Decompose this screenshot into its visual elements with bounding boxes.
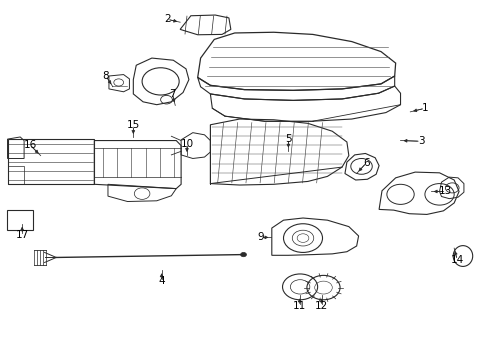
Text: 1: 1 [421, 103, 427, 113]
Text: 15: 15 [126, 121, 140, 130]
Text: 7: 7 [169, 89, 175, 99]
Text: 5: 5 [285, 134, 291, 144]
Text: 13: 13 [438, 186, 451, 197]
Text: 3: 3 [417, 136, 424, 146]
Text: 17: 17 [16, 230, 29, 239]
Text: 11: 11 [292, 301, 305, 311]
Text: 6: 6 [363, 158, 369, 168]
Text: 8: 8 [102, 71, 109, 81]
Circle shape [240, 252, 246, 257]
Text: 14: 14 [449, 255, 463, 265]
Text: 10: 10 [180, 139, 193, 149]
Text: 2: 2 [164, 14, 170, 24]
Text: 16: 16 [23, 140, 37, 150]
Text: 4: 4 [158, 276, 164, 286]
Text: 9: 9 [257, 232, 264, 242]
Text: 12: 12 [314, 301, 327, 311]
